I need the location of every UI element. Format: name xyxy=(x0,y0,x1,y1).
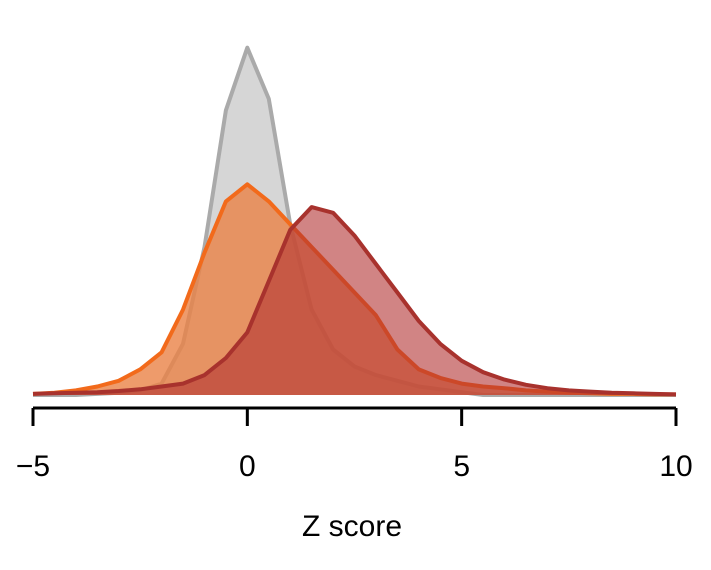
x-tick-label: 5 xyxy=(453,450,470,483)
x-tick-label: 10 xyxy=(659,450,692,483)
density-area xyxy=(33,207,676,395)
x-tick-label: −5 xyxy=(16,450,50,483)
x-tick-label: 0 xyxy=(239,450,256,483)
x-axis-label: Z score xyxy=(302,510,402,543)
density-line xyxy=(32,205,677,397)
density-area xyxy=(33,184,676,395)
